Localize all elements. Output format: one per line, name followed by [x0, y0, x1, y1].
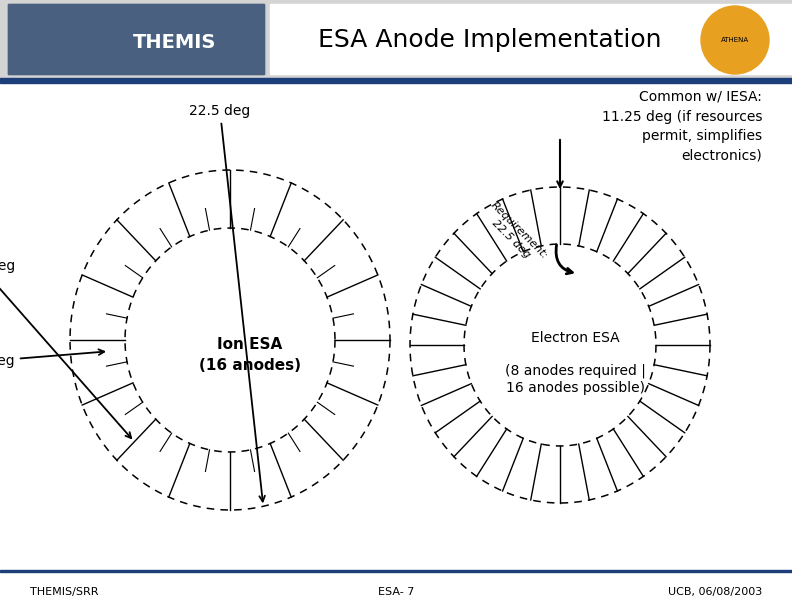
Text: ESA Anode Implementation: ESA Anode Implementation: [318, 28, 662, 52]
Bar: [0, 0, 792, 78]
Text: THEMIS: THEMIS: [133, 32, 217, 51]
Bar: [8, 4, 264, 74]
Bar: [0, 570, 792, 572]
Text: 22.5 deg: 22.5 deg: [189, 104, 265, 501]
Text: 16 anodes possible): 16 anodes possible): [505, 381, 645, 395]
Circle shape: [701, 6, 769, 74]
Text: 5.6 deg: 5.6 deg: [0, 349, 105, 368]
Text: Electron ESA: Electron ESA: [531, 331, 619, 345]
FancyArrowPatch shape: [556, 245, 573, 274]
Text: (8 anodes required |: (8 anodes required |: [505, 363, 645, 378]
Text: 11.25 deg: 11.25 deg: [0, 259, 131, 438]
Bar: [0, 78, 792, 83]
Text: THEMIS/SRR: THEMIS/SRR: [30, 587, 98, 597]
Bar: [8, 4, 264, 74]
Text: Ion ESA
(16 anodes): Ion ESA (16 anodes): [199, 337, 301, 373]
Text: UCB, 06/08/2003: UCB, 06/08/2003: [668, 587, 762, 597]
Text: ATHENA: ATHENA: [721, 37, 749, 43]
Text: Requirement:
22.5 deg: Requirement: 22.5 deg: [480, 200, 550, 269]
Text: ESA- 7: ESA- 7: [378, 587, 414, 597]
Bar: [270, 4, 792, 74]
Text: Common w/ IESA:
11.25 deg (if resources
permit, simplifies
electronics): Common w/ IESA: 11.25 deg (if resources …: [601, 90, 762, 163]
